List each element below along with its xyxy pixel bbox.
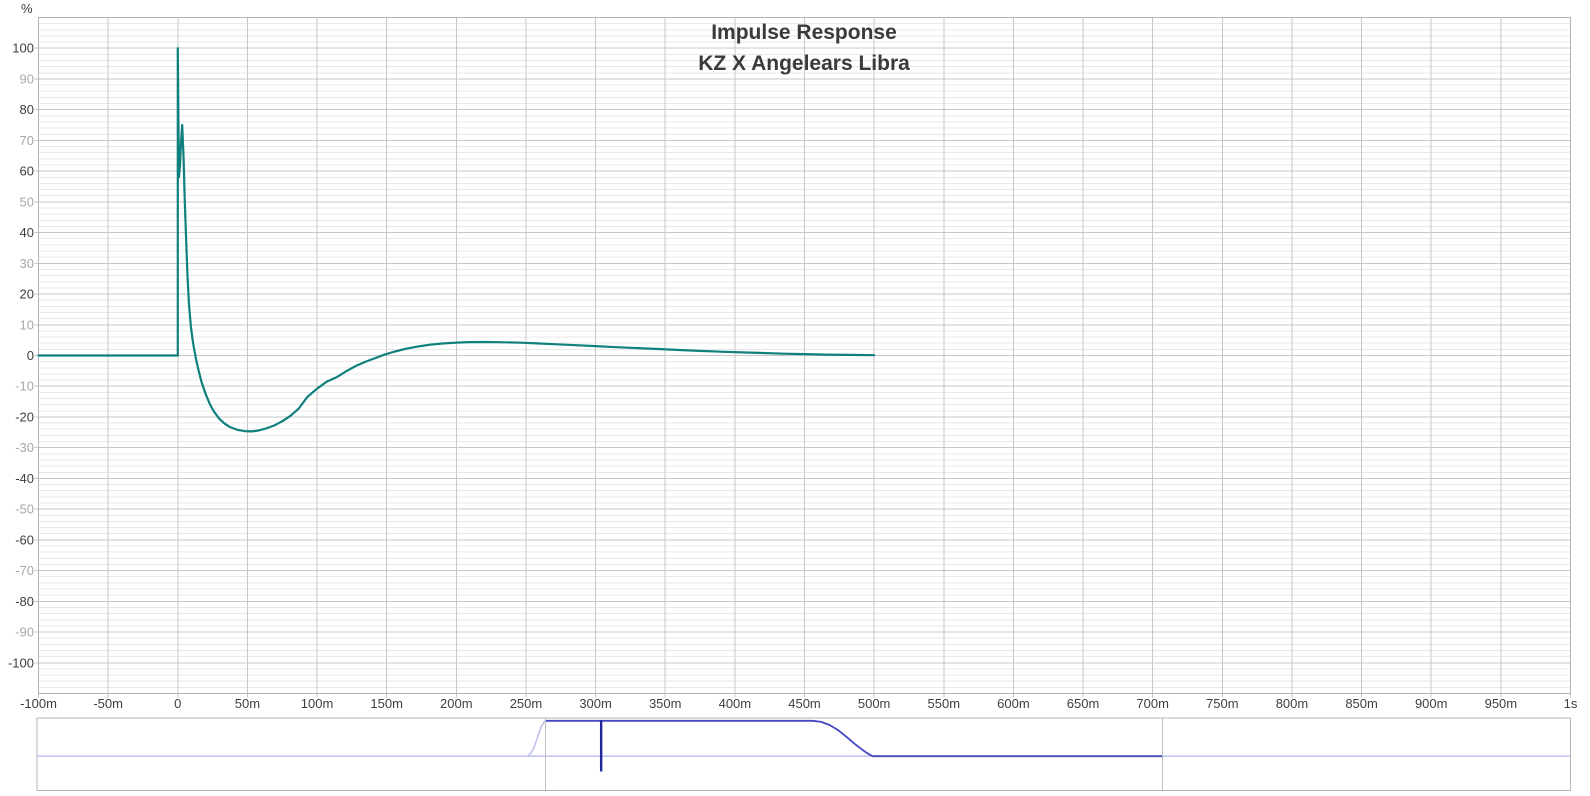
svg-text:90: 90 — [20, 71, 34, 86]
svg-text:-100m: -100m — [20, 696, 57, 711]
svg-text:-50m: -50m — [93, 696, 123, 711]
svg-text:-60: -60 — [15, 532, 34, 547]
svg-text:350m: 350m — [649, 696, 682, 711]
svg-text:50: 50 — [20, 194, 34, 209]
svg-text:400m: 400m — [719, 696, 752, 711]
svg-text:650m: 650m — [1067, 696, 1100, 711]
grid-major-horizontal — [34, 47, 1571, 664]
svg-text:0: 0 — [27, 348, 34, 363]
svg-text:-90: -90 — [15, 625, 34, 640]
window-region-markers[interactable] — [544, 718, 1163, 791]
svg-text:50m: 50m — [235, 696, 260, 711]
svg-text:-40: -40 — [15, 471, 34, 486]
svg-text:-50: -50 — [15, 502, 34, 517]
svg-text:-10: -10 — [15, 379, 34, 394]
svg-text:150m: 150m — [370, 696, 403, 711]
svg-text:900m: 900m — [1415, 696, 1448, 711]
svg-text:10: 10 — [20, 317, 34, 332]
svg-text:100m: 100m — [301, 696, 334, 711]
svg-text:450m: 450m — [788, 696, 821, 711]
svg-text:300m: 300m — [579, 696, 612, 711]
svg-text:-70: -70 — [15, 563, 34, 578]
svg-text:200m: 200m — [440, 696, 473, 711]
svg-text:-100: -100 — [8, 655, 34, 670]
chart-title: Impulse Response — [711, 21, 897, 44]
svg-text:800m: 800m — [1276, 696, 1309, 711]
svg-text:40: 40 — [20, 225, 34, 240]
window-left-taper — [526, 720, 546, 757]
svg-text:100: 100 — [12, 41, 34, 56]
svg-text:550m: 550m — [928, 696, 961, 711]
impulse-response-trace — [37, 47, 876, 433]
svg-text:-20: -20 — [15, 409, 34, 424]
svg-text:-80: -80 — [15, 594, 34, 609]
chart-subtitle: KZ X Angelears Libra — [698, 52, 910, 75]
x-axis-tick-labels: -100m -50m 0 50m 100m 150m 200m 250m 300m 350m 400… — [20, 696, 1578, 711]
svg-text:950m: 950m — [1485, 696, 1518, 711]
svg-text:30: 30 — [20, 256, 34, 271]
svg-text:0: 0 — [174, 696, 181, 711]
navigator-background — [37, 718, 1571, 791]
svg-text:700m: 700m — [1136, 696, 1169, 711]
svg-text:500m: 500m — [858, 696, 891, 711]
svg-text:1s: 1s — [1564, 696, 1578, 711]
window-function-curve — [545, 719, 1163, 758]
svg-text:250m: 250m — [510, 696, 543, 711]
svg-text:750m: 750m — [1206, 696, 1239, 711]
svg-text:600m: 600m — [997, 696, 1030, 711]
svg-text:60: 60 — [20, 164, 34, 179]
svg-text:850m: 850m — [1345, 696, 1378, 711]
y-axis-unit-label: % — [21, 1, 33, 16]
svg-text:80: 80 — [20, 102, 34, 117]
svg-text:70: 70 — [20, 133, 34, 148]
y-axis-tick-labels: 1009080706050403020100-10-20-30-40-50-60… — [8, 41, 34, 671]
navigator-border — [36, 717, 1571, 791]
svg-text:-30: -30 — [15, 440, 34, 455]
svg-text:20: 20 — [20, 287, 34, 302]
